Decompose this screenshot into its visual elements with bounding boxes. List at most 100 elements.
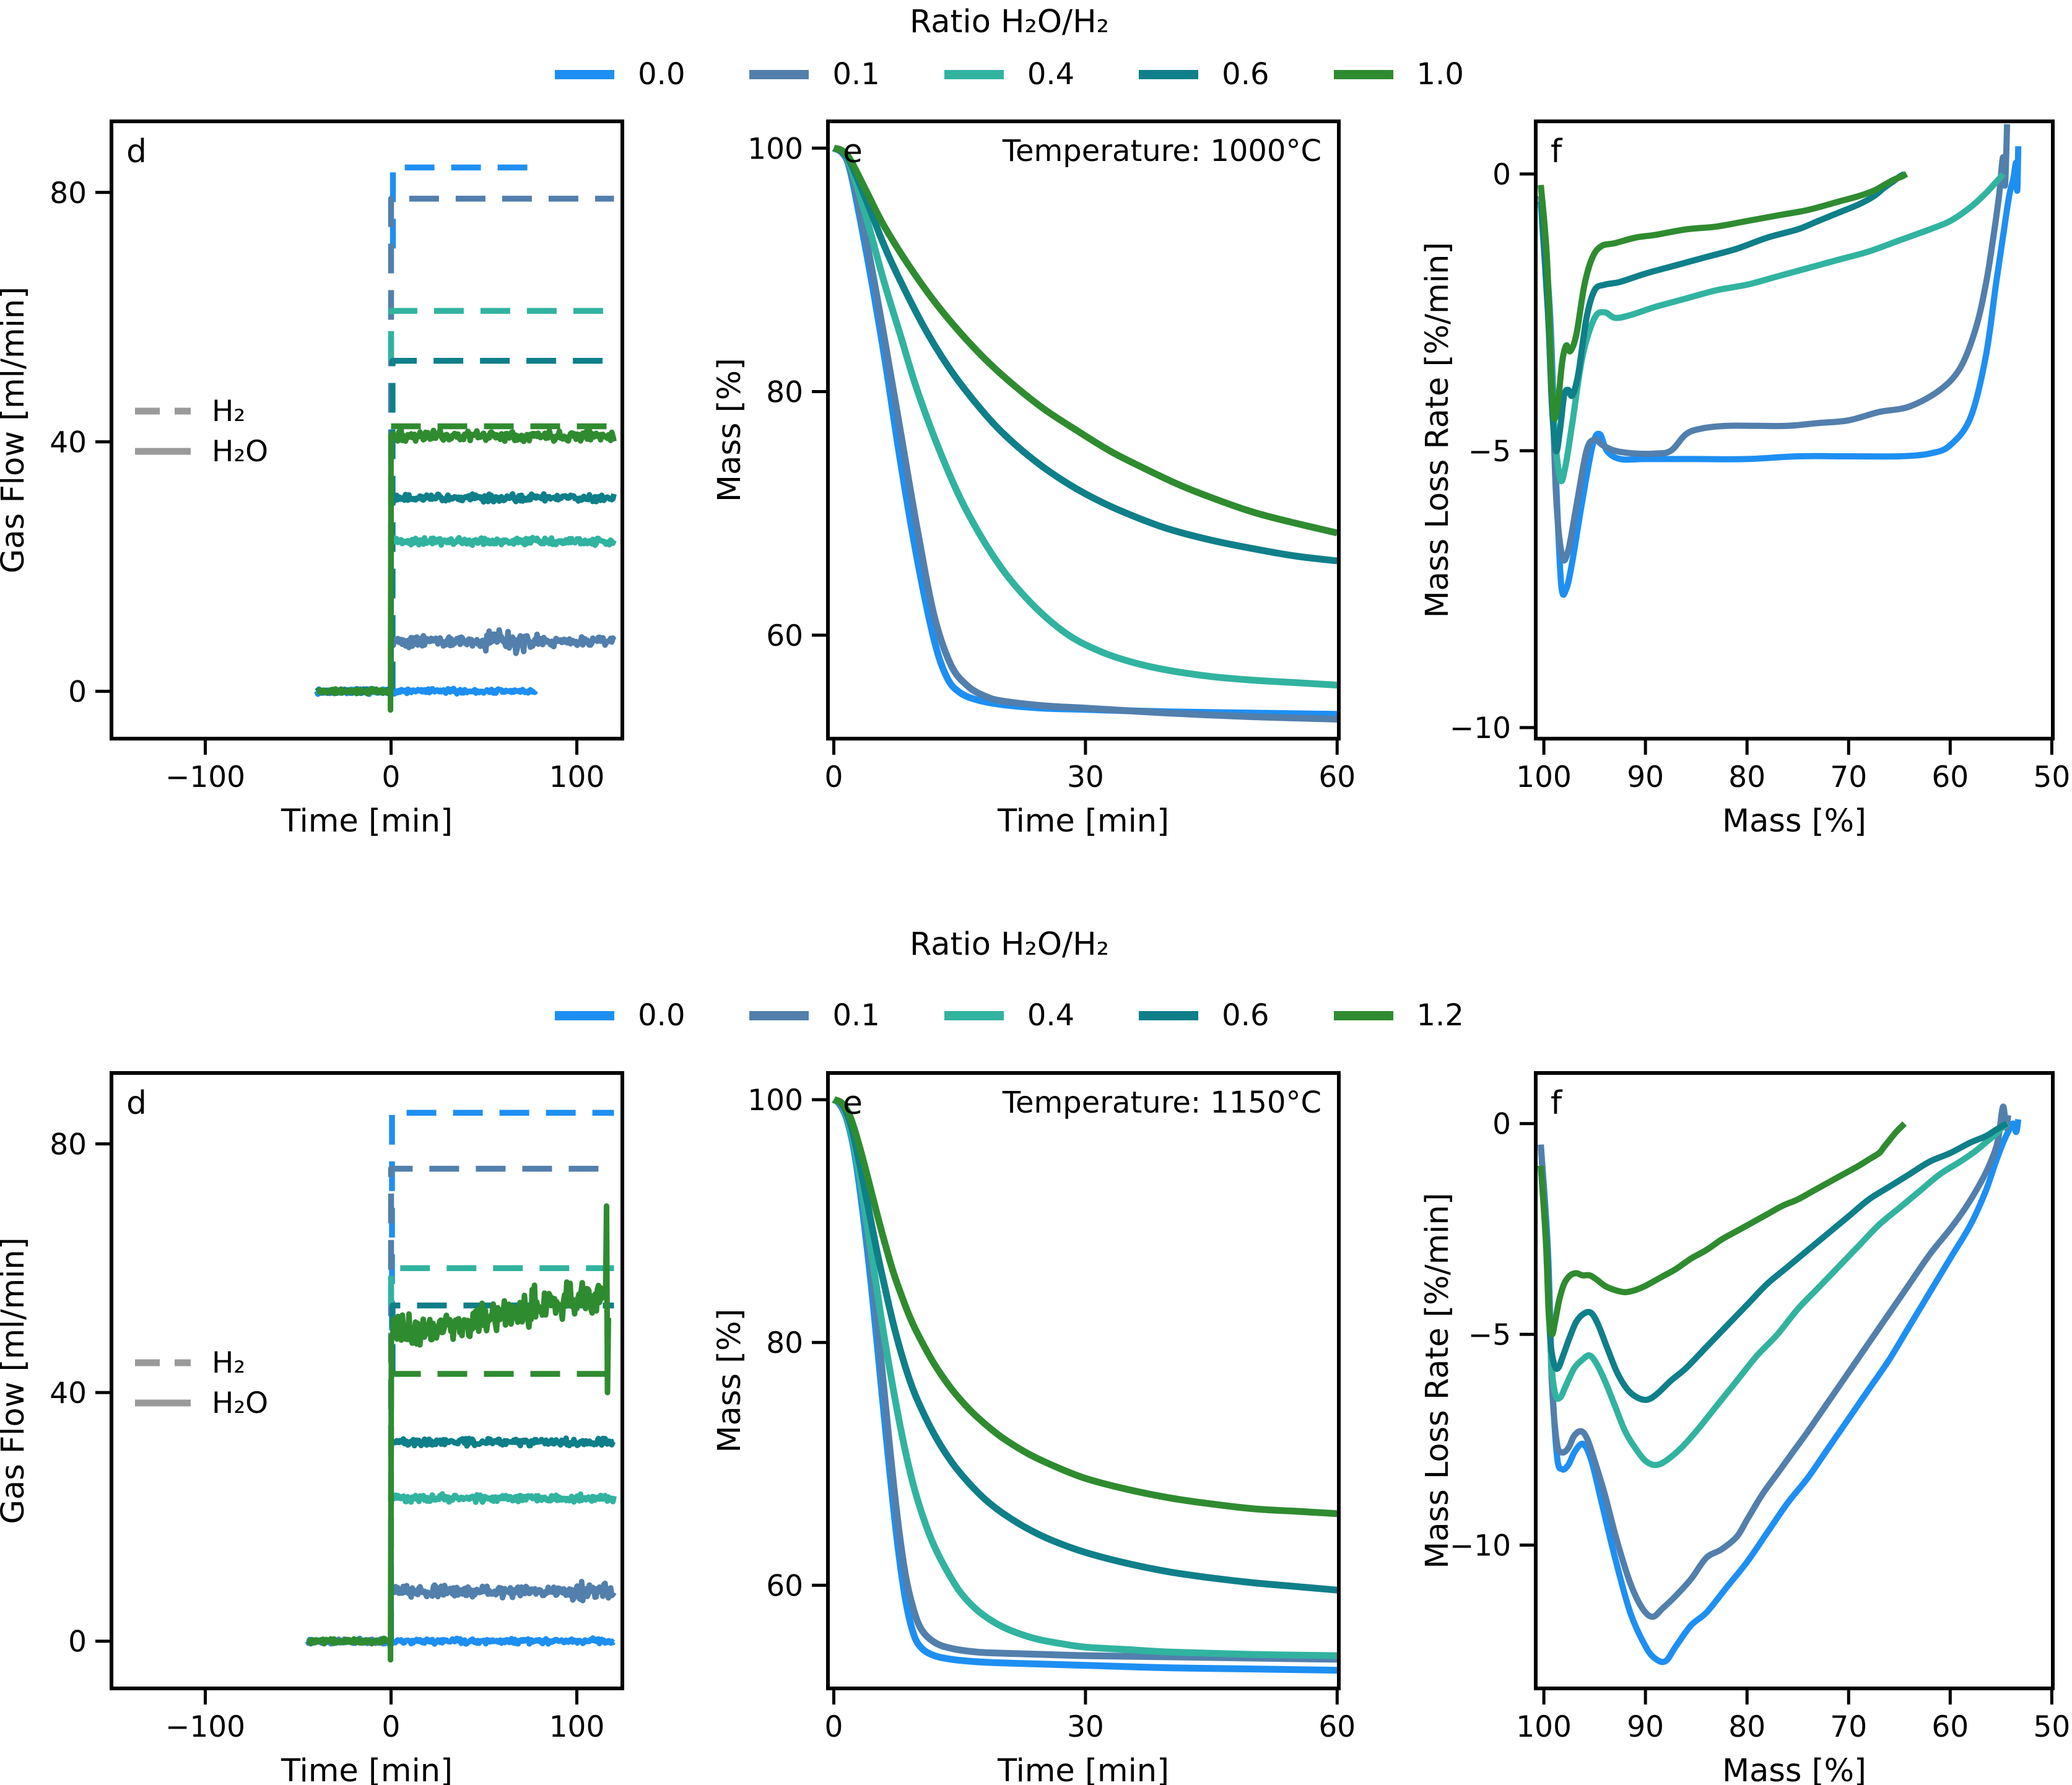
series-mlr-ratio-0.6	[1538, 1121, 2009, 1403]
x-tick-label: 30	[1067, 760, 1104, 794]
legend-item-label: 0.6	[1222, 998, 1269, 1033]
panel-letter: f	[1551, 133, 1563, 170]
legend-item-ratio-0.6: 0.6	[1139, 57, 1269, 92]
temperature-annotation: Temperature: 1000°C	[1002, 134, 1321, 168]
x-tick-label: 60	[1931, 760, 1969, 794]
x-tick-label: 100	[549, 1710, 605, 1744]
panel-letter: d	[126, 1085, 147, 1122]
legend-title-row1: Ratio H₂O/H₂	[909, 4, 1110, 40]
series-mlr-ratio-0.6	[1538, 171, 1906, 454]
series-H2-flow-ratio-0.4	[388, 308, 614, 361]
series-mlr-ratio-0.0	[1538, 146, 2022, 598]
x-tick-label: −100	[165, 1710, 245, 1744]
legend-swatch	[555, 69, 615, 79]
legend-item-ratio-0.1: 0.1	[749, 998, 880, 1033]
x-tick-label: 0	[382, 1710, 401, 1744]
legend-item-ratio-0.0: 0.0	[555, 998, 685, 1033]
legend-item-label: 1.2	[1416, 998, 1464, 1033]
x-axis-label: Time [min]	[281, 1753, 453, 1785]
panel-f-row2: 100 90 80 70 60 50 0 −5 −10 Mass [%] Mass Loss Rat…	[1419, 1071, 2070, 1785]
y-tick-label: −5	[1468, 1318, 1511, 1352]
legend-item-label: 0.1	[832, 998, 880, 1033]
series-mass-ratio-0.4	[832, 145, 1338, 688]
axes-spines	[826, 119, 1341, 740]
x-tick-label: 0	[825, 760, 843, 794]
inner-legend-label: H₂O	[212, 1386, 268, 1420]
series-mlr-ratio-1.0	[1538, 171, 1909, 422]
x-tick-label: 0	[825, 1710, 843, 1744]
axes-spines	[110, 1071, 624, 1690]
legend-item-ratio-0.0: 0.0	[555, 57, 685, 92]
legend-item-label: 0.6	[1222, 57, 1269, 92]
x-tick-label: 30	[1067, 1710, 1104, 1744]
axes-spines	[826, 1071, 1341, 1690]
y-axis-label: Gas Flow [ml/min]	[0, 1237, 32, 1524]
legend-item-label: 0.4	[1027, 57, 1075, 92]
legend-item-label: 0.0	[638, 57, 686, 92]
y-tick-label: 80	[766, 1326, 803, 1360]
legend-swatch	[1139, 69, 1199, 79]
series-H2O-flow-ratio-0.4	[315, 534, 617, 696]
y-tick-label: 40	[50, 426, 87, 460]
panel-e-row1: 0 30 60 60 80 100 Time [min] Mass [%] e Temperatu…	[712, 119, 1356, 840]
x-axis-label: Time [min]	[281, 803, 453, 840]
y-tick-label: 0	[68, 675, 87, 709]
x-tick-label: 60	[1318, 760, 1356, 794]
legend-item-ratio-0.4: 0.4	[944, 57, 1074, 92]
series-mlr-ratio-0.1	[1538, 124, 2011, 564]
series-H2-flow-ratio-0.1	[388, 196, 614, 692]
series-H2O-flow-ratio-1.0	[315, 427, 617, 713]
legend-swatch	[1333, 1010, 1393, 1020]
legend-row2: 0.0 0.1 0.4 0.6 1.2	[0, 998, 2019, 1033]
series-H2-flow-ratio-0.1	[388, 1165, 614, 1641]
axes-spines	[1534, 1071, 2055, 1690]
y-tick-label: 80	[766, 376, 803, 410]
legend-swatch	[1333, 69, 1393, 79]
y-tick-label: 0	[1492, 1108, 1511, 1142]
x-axis-label: Mass [%]	[1722, 1753, 1866, 1785]
series-H2O-flow-ratio-0.1	[315, 627, 617, 697]
y-tick-label: 60	[766, 619, 803, 653]
legend-swatch	[1139, 1010, 1199, 1020]
x-tick-label: 100	[1516, 760, 1572, 794]
x-tick-label: 70	[1830, 760, 1867, 794]
y-tick-label: −10	[1450, 1529, 1511, 1563]
legend-title-row2: Ratio H₂O/H₂	[909, 926, 1110, 963]
series-H2O-flow-ratio-1.2	[305, 1203, 611, 1663]
series-H2O-flow-ratio-0.6	[305, 1435, 616, 1644]
legend-item-ratio-0.6: 0.6	[1139, 998, 1269, 1033]
panel-e-row2: 0 30 60 60 80 100 Time [min] Mass [%] e Temperatu…	[712, 1071, 1356, 1785]
x-tick-label: −100	[165, 760, 245, 794]
panel-f-row1: 100 90 80 70 60 50 0 −5 −10 Mass [%] Mass Loss Rat…	[1419, 119, 2070, 840]
legend-item-ratio-1.0: 1.0	[1333, 57, 1464, 92]
legend-swatch	[749, 69, 809, 79]
x-tick-label: 90	[1627, 1710, 1664, 1744]
x-tick-label: 100	[549, 760, 605, 794]
x-tick-label: 80	[1728, 1710, 1765, 1744]
y-tick-label: 100	[747, 1084, 803, 1118]
y-tick-label: −5	[1468, 435, 1511, 469]
inner-legend-label: H₂O	[212, 435, 268, 469]
x-tick-label: 60	[1931, 1710, 1969, 1744]
y-axis-label: Mass [%]	[712, 1309, 748, 1453]
inner-legend-label: H₂	[212, 1346, 245, 1380]
y-tick-label: 80	[50, 1127, 87, 1162]
series-mass-ratio-0.4	[832, 1097, 1338, 1659]
legend-row1: 0.0 0.1 0.4 0.6 1.0	[0, 57, 2019, 92]
y-tick-label: 100	[747, 132, 803, 166]
series-mlr-ratio-0.1	[1538, 1103, 2011, 1620]
inner-legend-label: H₂	[212, 394, 245, 428]
series-mass-ratio-0.6	[832, 145, 1338, 565]
axes-spines	[1534, 119, 2055, 740]
y-tick-label: 0	[1492, 158, 1511, 192]
x-tick-label: 50	[2033, 1710, 2070, 1744]
y-axis-label: Mass [%]	[712, 358, 748, 502]
panel-letter: d	[126, 133, 147, 170]
legend-swatch	[749, 1010, 809, 1020]
legend-item-ratio-1.2: 1.2	[1333, 998, 1464, 1033]
legend-item-ratio-0.1: 0.1	[749, 57, 880, 92]
temperature-annotation: Temperature: 1150°C	[1002, 1085, 1321, 1120]
series-H2O-flow-ratio-0.4	[305, 1491, 617, 1644]
series-mass-ratio-1.0	[833, 144, 1338, 537]
